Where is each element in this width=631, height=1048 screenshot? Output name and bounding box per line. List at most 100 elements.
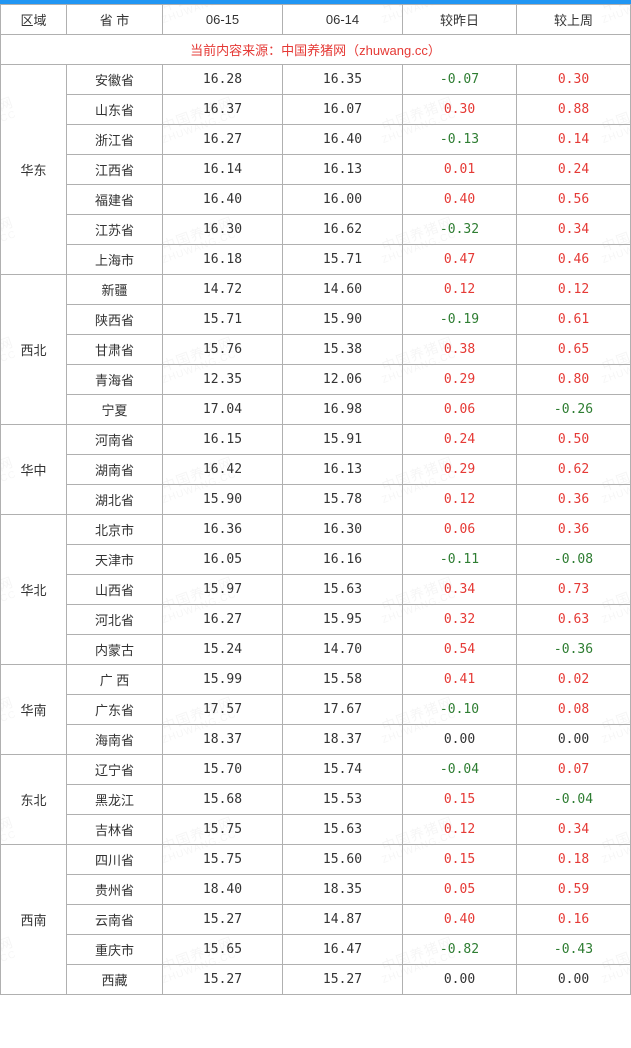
- price-table: 区域 省 市 06-15 06-14 较昨日 较上周 当前内容来源：中国养猪网（…: [0, 4, 631, 995]
- value-d1: 15.76: [163, 335, 283, 365]
- value-d1: 15.27: [163, 905, 283, 935]
- region-cell: 华南: [1, 665, 67, 755]
- table-row: 黑龙江15.6815.530.15-0.04: [1, 785, 631, 815]
- diff-week: 0.88: [517, 95, 631, 125]
- diff-week: 0.36: [517, 515, 631, 545]
- value-d1: 17.04: [163, 395, 283, 425]
- value-d1: 16.27: [163, 605, 283, 635]
- value-d1: 16.28: [163, 65, 283, 95]
- source-cell: 当前内容来源：中国养猪网（zhuwang.cc）: [1, 35, 631, 65]
- value-d2: 15.71: [283, 245, 403, 275]
- table-row: 西藏15.2715.270.000.00: [1, 965, 631, 995]
- province-cell: 甘肃省: [67, 335, 163, 365]
- diff-day: 0.00: [403, 725, 517, 755]
- diff-day: 0.15: [403, 845, 517, 875]
- value-d1: 15.71: [163, 305, 283, 335]
- diff-week: 0.07: [517, 755, 631, 785]
- value-d2: 15.74: [283, 755, 403, 785]
- diff-day: 0.41: [403, 665, 517, 695]
- table-row: 宁夏17.0416.980.06-0.26: [1, 395, 631, 425]
- diff-week: 0.65: [517, 335, 631, 365]
- diff-week: 0.36: [517, 485, 631, 515]
- table-row: 湖北省15.9015.780.120.36: [1, 485, 631, 515]
- table-row: 东北辽宁省15.7015.74-0.040.07: [1, 755, 631, 785]
- value-d1: 16.14: [163, 155, 283, 185]
- table-row: 重庆市15.6516.47-0.82-0.43: [1, 935, 631, 965]
- th-date1: 06-15: [163, 5, 283, 35]
- diff-day: 0.12: [403, 815, 517, 845]
- region-cell: 西北: [1, 275, 67, 425]
- table-row: 贵州省18.4018.350.050.59: [1, 875, 631, 905]
- value-d2: 16.16: [283, 545, 403, 575]
- value-d1: 16.27: [163, 125, 283, 155]
- value-d2: 16.13: [283, 155, 403, 185]
- region-cell: 华北: [1, 515, 67, 665]
- value-d2: 14.70: [283, 635, 403, 665]
- value-d2: 16.47: [283, 935, 403, 965]
- province-cell: 辽宁省: [67, 755, 163, 785]
- diff-day: 0.30: [403, 95, 517, 125]
- diff-day: 0.12: [403, 275, 517, 305]
- province-cell: 山东省: [67, 95, 163, 125]
- table-row: 江西省16.1416.130.010.24: [1, 155, 631, 185]
- table-row: 海南省18.3718.370.000.00: [1, 725, 631, 755]
- table-row: 上海市16.1815.710.470.46: [1, 245, 631, 275]
- table-body: 当前内容来源：中国养猪网（zhuwang.cc） 华东安徽省16.2816.35…: [1, 35, 631, 995]
- value-d1: 16.40: [163, 185, 283, 215]
- table-row: 河北省16.2715.950.320.63: [1, 605, 631, 635]
- province-cell: 西藏: [67, 965, 163, 995]
- diff-week: -0.43: [517, 935, 631, 965]
- table-row: 华南广 西15.9915.580.410.02: [1, 665, 631, 695]
- diff-week: 0.00: [517, 725, 631, 755]
- value-d2: 16.62: [283, 215, 403, 245]
- diff-week: 0.59: [517, 875, 631, 905]
- table-row: 山西省15.9715.630.340.73: [1, 575, 631, 605]
- value-d1: 15.99: [163, 665, 283, 695]
- province-cell: 宁夏: [67, 395, 163, 425]
- diff-day: 0.15: [403, 785, 517, 815]
- diff-day: 0.40: [403, 905, 517, 935]
- table-row: 天津市16.0516.16-0.11-0.08: [1, 545, 631, 575]
- diff-week: 0.02: [517, 665, 631, 695]
- diff-week: -0.08: [517, 545, 631, 575]
- province-cell: 重庆市: [67, 935, 163, 965]
- table-row: 浙江省16.2716.40-0.130.14: [1, 125, 631, 155]
- diff-week: -0.36: [517, 635, 631, 665]
- diff-day: 0.29: [403, 455, 517, 485]
- value-d2: 15.90: [283, 305, 403, 335]
- th-date2: 06-14: [283, 5, 403, 35]
- table-row: 湖南省16.4216.130.290.62: [1, 455, 631, 485]
- diff-week: 0.56: [517, 185, 631, 215]
- province-cell: 河北省: [67, 605, 163, 635]
- diff-day: -0.04: [403, 755, 517, 785]
- value-d2: 14.60: [283, 275, 403, 305]
- diff-week: 0.00: [517, 965, 631, 995]
- province-cell: 福建省: [67, 185, 163, 215]
- table-row: 云南省15.2714.870.400.16: [1, 905, 631, 935]
- source-row: 当前内容来源：中国养猪网（zhuwang.cc）: [1, 35, 631, 65]
- diff-day: 0.12: [403, 485, 517, 515]
- value-d2: 15.38: [283, 335, 403, 365]
- value-d1: 16.15: [163, 425, 283, 455]
- diff-week: 0.18: [517, 845, 631, 875]
- value-d2: 17.67: [283, 695, 403, 725]
- table-row: 青海省12.3512.060.290.80: [1, 365, 631, 395]
- province-cell: 湖北省: [67, 485, 163, 515]
- value-d1: 16.42: [163, 455, 283, 485]
- th-region: 区域: [1, 5, 67, 35]
- value-d2: 16.07: [283, 95, 403, 125]
- province-cell: 陕西省: [67, 305, 163, 335]
- table-row: 陕西省15.7115.90-0.190.61: [1, 305, 631, 335]
- value-d1: 15.70: [163, 755, 283, 785]
- diff-week: 0.62: [517, 455, 631, 485]
- diff-day: -0.13: [403, 125, 517, 155]
- table-row: 山东省16.3716.070.300.88: [1, 95, 631, 125]
- value-d1: 15.24: [163, 635, 283, 665]
- value-d1: 16.18: [163, 245, 283, 275]
- value-d1: 17.57: [163, 695, 283, 725]
- value-d2: 12.06: [283, 365, 403, 395]
- table-row: 广东省17.5717.67-0.100.08: [1, 695, 631, 725]
- value-d2: 16.00: [283, 185, 403, 215]
- diff-week: 0.08: [517, 695, 631, 725]
- value-d1: 18.40: [163, 875, 283, 905]
